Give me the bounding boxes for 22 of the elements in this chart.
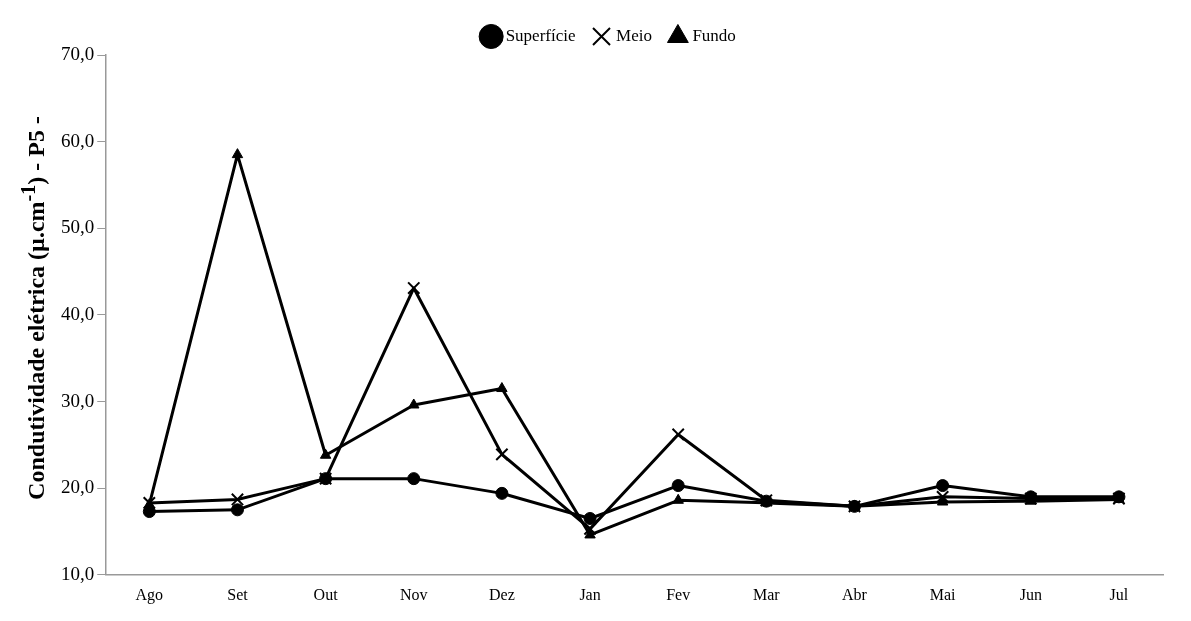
- x-tick-label: Abr: [842, 585, 868, 603]
- x-tick-label: Set: [227, 585, 249, 603]
- x-tick-label: Jan: [579, 585, 601, 603]
- x-tick-label: Out: [313, 585, 339, 603]
- y-tick-label: 10,0: [61, 562, 95, 584]
- x-tick-label: Dez: [489, 585, 515, 603]
- y-tick-label: 20,0: [61, 476, 95, 498]
- y-tick-label: 30,0: [61, 389, 95, 411]
- legend-label: Superfície: [505, 25, 576, 45]
- x-tick-label: Mai: [929, 585, 957, 603]
- x-tick-label: Ago: [135, 585, 164, 604]
- x-tick-label: Jun: [1019, 585, 1042, 603]
- legend-label: Fundo: [692, 25, 736, 45]
- x-tick-label: Fev: [666, 585, 691, 603]
- x-tick-label: Mar: [753, 585, 781, 603]
- y-tick-label: 40,0: [61, 302, 95, 324]
- y-tick-label: 70,0: [61, 42, 95, 64]
- x-tick-label: Jul: [1109, 585, 1129, 603]
- y-tick-label: 60,0: [61, 129, 95, 151]
- y-tick-label: 50,0: [61, 216, 95, 238]
- x-tick-label: Nov: [399, 585, 428, 603]
- legend-label: Meio: [616, 25, 652, 45]
